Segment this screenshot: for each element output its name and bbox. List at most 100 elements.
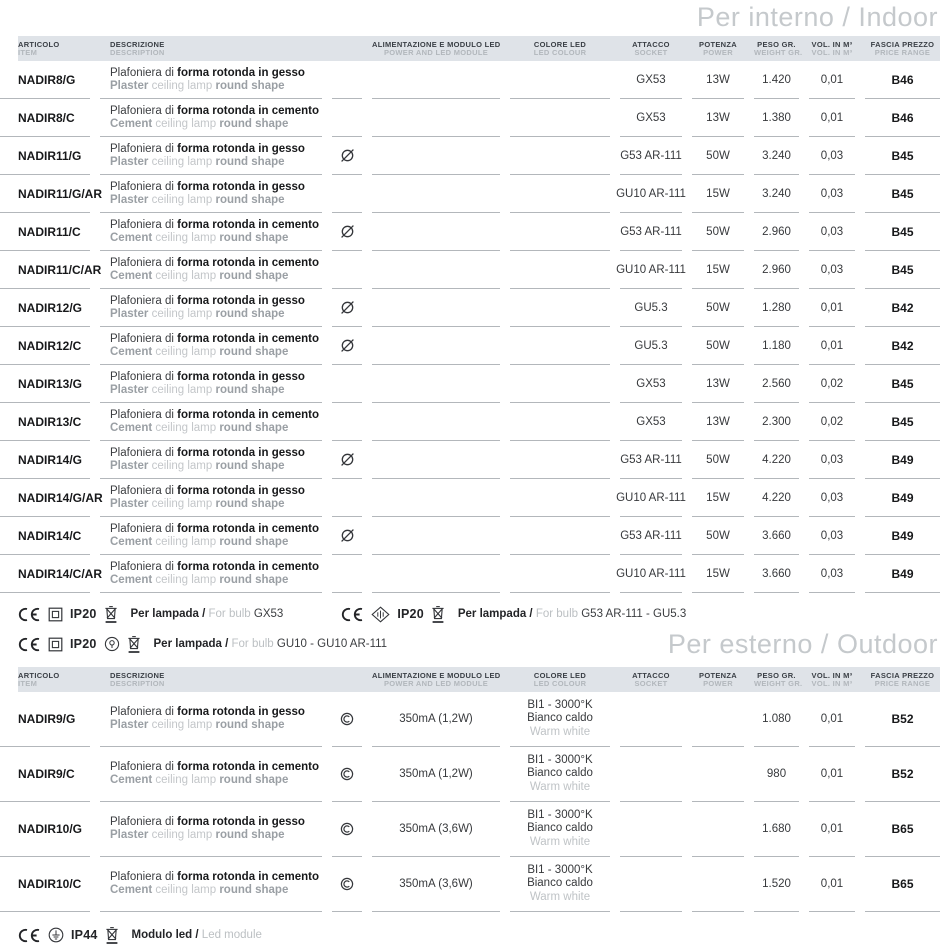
attacco-cell: GU5.3	[620, 289, 682, 327]
colore-led-cell	[510, 479, 610, 517]
potenza-cell: 50W	[692, 441, 744, 479]
indoor-title-bar: Per interno / Indoor	[0, 0, 950, 34]
potenza-cell	[692, 692, 744, 747]
attacco-value: G53 AR-111	[620, 225, 682, 238]
description-en: Cement ceiling lamp round shape	[110, 884, 288, 897]
peso-cell: 1.680	[754, 802, 799, 857]
column-label-en: ITEM	[18, 679, 38, 688]
potenza-value: 50W	[706, 339, 730, 352]
description-en-mid: ceiling lamp	[155, 774, 217, 786]
colore-led-cell	[510, 251, 610, 289]
description-en-material: Plaster	[110, 829, 149, 841]
column-label-en: SOCKET	[634, 48, 668, 57]
table-row: NADIR14/G/AR Plafoniera di forma rotonda…	[0, 479, 940, 517]
cert-bulbs: GX53	[253, 608, 284, 620]
description-prefix: Plafoniera di	[110, 446, 174, 459]
ce-mark-icon	[342, 607, 363, 621]
ip-rating: IP20	[70, 637, 97, 651]
column-label-it: ATTACCO	[632, 39, 670, 49]
description-en-tail: round shape	[215, 383, 285, 396]
description-en-tail: round shape	[219, 421, 289, 434]
column-label-en: LED COLOUR	[533, 679, 587, 688]
colore-led-cell	[510, 61, 610, 99]
attacco-cell: GU10 AR-111	[616, 555, 686, 593]
column-label-en: WEIGHT GR.	[754, 679, 803, 688]
volume-value: 0,02	[820, 377, 844, 390]
article-cell: NADIR14/C	[0, 517, 90, 555]
article-cell: NADIR11/C	[0, 213, 90, 251]
article-cell: NADIR13/G	[0, 365, 90, 403]
description-en-mid: ceiling lamp	[155, 421, 217, 434]
attacco-cell: G53 AR-111	[620, 137, 682, 175]
description-en-tail: round shape	[215, 829, 285, 841]
peso-cell: 3.240	[754, 175, 799, 213]
description-en-material: Cement	[110, 421, 153, 434]
volume-value: 0,03	[820, 567, 844, 580]
peso-value: 2.960	[762, 263, 791, 276]
colore-led-lines: BI1 - 3000°K Bianco caldo Warm white	[527, 699, 593, 740]
volume-cell: 0,01	[809, 857, 855, 912]
peso-cell: 1.420	[754, 61, 799, 99]
description-en-tail: round shape	[215, 193, 285, 206]
description-cell: Plafoniera di forma rotonda in cemento C…	[100, 327, 322, 365]
attacco-cell	[620, 802, 682, 857]
peso-cell: 1.080	[754, 692, 799, 747]
description-en-mid: ceiling lamp	[155, 345, 217, 358]
peso-value: 1.180	[762, 339, 791, 352]
class-ii-insulation-icon	[48, 607, 63, 621]
article-code: NADIR9/C	[18, 767, 75, 781]
description-bold: forma rotonda in cemento	[177, 761, 319, 773]
attacco-value: GU10 AR-111	[616, 491, 686, 504]
volume-cell: 0,03	[809, 441, 855, 479]
potenza-value: 15W	[706, 491, 730, 504]
weee-bin-icon	[104, 605, 117, 623]
outdoor-table-header: ARTICOLO ITEM DESCRIZIONE DESCRIPTION AL…	[0, 667, 950, 692]
alimentazione-cell	[372, 61, 500, 99]
attacco-cell: GU5.3	[620, 327, 682, 365]
description-bold: forma rotonda in cemento	[177, 104, 319, 117]
potenza-cell	[692, 802, 744, 857]
fascia-prezzo-cell: B45	[865, 137, 940, 175]
alimentazione-cell	[372, 251, 500, 289]
column-header-potenza: POTENZA POWER	[692, 40, 744, 58]
description-it: Plafoniera di forma rotonda in gesso	[110, 143, 305, 156]
column-label-en: SOCKET	[634, 679, 668, 688]
article-code: NADIR11/G/AR	[18, 186, 103, 201]
table-row: NADIR13/C Plafoniera di forma rotonda in…	[0, 403, 940, 441]
description-it: Plafoniera di forma rotonda in cemento	[110, 105, 319, 118]
description-cell: Plafoniera di forma rotonda in gesso Pla…	[100, 802, 322, 857]
description-it: Plafoniera di forma rotonda in gesso	[110, 485, 305, 498]
description-en-tail: round shape	[219, 231, 289, 244]
column-label-en: LED COLOUR	[533, 48, 587, 57]
description-it: Plafoniera di forma rotonda in gesso	[110, 447, 305, 460]
volume-value: 0,02	[820, 415, 844, 428]
column-label-en: VOL. IN M³	[811, 48, 853, 57]
description-en: Plaster ceiling lamp round shape	[110, 498, 285, 511]
peso-value: 1.420	[762, 73, 791, 86]
column-header-spacer	[332, 679, 362, 680]
column-label-it: POTENZA	[699, 39, 737, 49]
description-prefix: Plafoniera di	[110, 522, 174, 535]
fascia-prezzo-value: B52	[891, 767, 914, 781]
fascia-prezzo-value: B49	[891, 566, 914, 581]
colore-led-cell: BI1 - 3000°K Bianco caldo Warm white	[510, 857, 610, 912]
peso-cell: 3.660	[754, 555, 799, 593]
fascia-prezzo-value: B45	[891, 148, 914, 163]
article-code: NADIR8/C	[18, 110, 75, 125]
column-label-en: WEIGHT GR.	[754, 48, 803, 57]
column-header-potenza: POTENZA POWER	[692, 671, 744, 689]
column-label-en: PRICE RANGE	[874, 679, 931, 688]
table-row: NADIR11/G Plafoniera di forma rotonda in…	[0, 137, 940, 175]
fascia-prezzo-cell: B42	[865, 289, 940, 327]
article-code: NADIR13/C	[18, 414, 82, 429]
description-en: Cement ceiling lamp round shape	[110, 270, 288, 283]
description-en: Cement ceiling lamp round shape	[110, 574, 288, 587]
column-header-colore-led: COLORE LED LED COLOUR	[510, 40, 610, 58]
column-label-en: DESCRIPTION	[110, 48, 165, 57]
alimentazione-cell: 350mA (3,6W)	[372, 857, 500, 912]
peso-cell: 2.300	[754, 403, 799, 441]
description-en-tail: round shape	[215, 497, 285, 510]
description-prefix: Plafoniera di	[110, 871, 174, 883]
volume-cell: 0,01	[809, 802, 855, 857]
description-bold: forma rotonda in cemento	[177, 332, 319, 345]
